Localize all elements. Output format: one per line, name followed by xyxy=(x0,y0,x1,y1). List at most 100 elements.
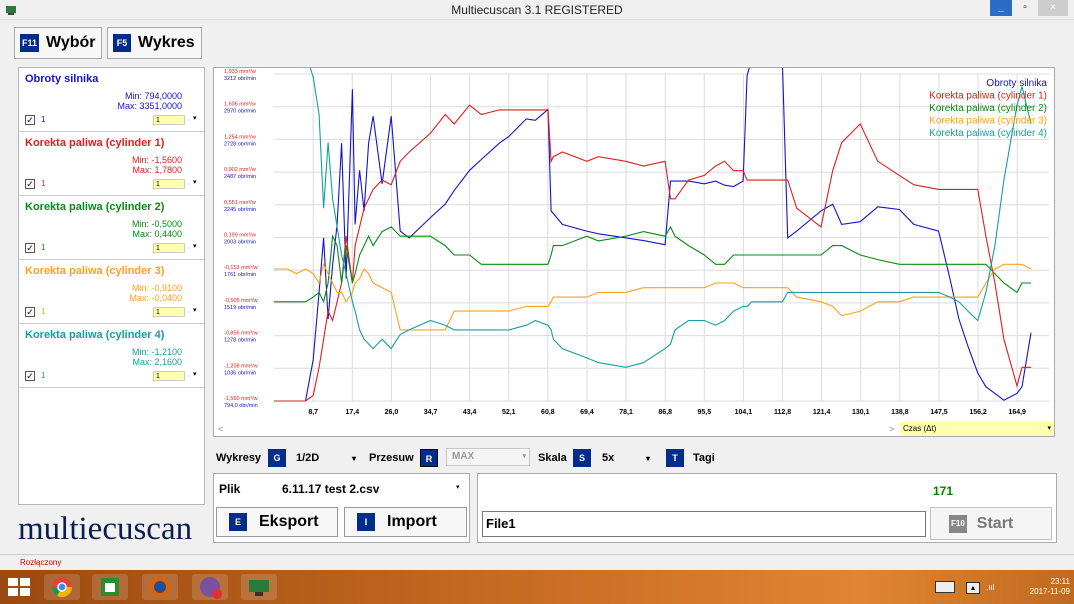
tray-expand-icon[interactable]: ▴ xyxy=(966,582,980,594)
chrome-icon[interactable] xyxy=(44,574,80,600)
parameter-checkbox[interactable]: ✓ xyxy=(25,371,35,381)
y-tick-label-fuel: -1,560 mm³/w xyxy=(224,396,258,402)
series-line xyxy=(309,68,1032,368)
x-tick-label: 26,0 xyxy=(385,409,399,416)
parameter-checkbox[interactable]: ✓ xyxy=(25,307,35,317)
tab-wykres[interactable]: F5 Wykres xyxy=(107,27,202,59)
parameter-row[interactable]: Korekta paliwa (cylinder 4) Min: -1,2100 M… xyxy=(19,324,204,388)
przesuw-select[interactable]: MAX ▾ xyxy=(446,448,530,466)
legend-entry: Korekta paliwa (cylinder 1) xyxy=(929,91,1047,102)
parameter-row[interactable]: Korekta paliwa (cylinder 3) Min: -0,9100 M… xyxy=(19,260,204,324)
przesuw-key-button[interactable]: R xyxy=(420,449,438,467)
parameter-scale-select[interactable]: 1 xyxy=(153,115,185,125)
wykresy-value[interactable]: 1/2D xyxy=(296,452,320,464)
parameter-scale-select[interactable]: 1 xyxy=(153,243,185,253)
parameter-scale-select[interactable]: 1 xyxy=(153,179,185,189)
status-bar: Rozłączony xyxy=(0,554,1074,570)
x-tick-label: 43,4 xyxy=(463,409,477,416)
x-tick-label: 112,8 xyxy=(774,409,791,416)
x-axis-select[interactable]: Czas (Δt) ▾ xyxy=(900,422,1054,436)
app-icon xyxy=(6,6,16,15)
y-tick-label-fuel: -1,208 mm³/w xyxy=(224,363,258,369)
wykresy-key-button[interactable]: G xyxy=(268,449,286,467)
start-label: Start xyxy=(976,514,1014,532)
multiecuscan-taskbar-icon[interactable] xyxy=(241,574,277,600)
scroll-right-arrow[interactable]: > xyxy=(889,424,895,434)
tab-wybor-label: Wybór xyxy=(46,34,96,51)
parameter-name: Korekta paliwa (cylinder 1) xyxy=(25,137,165,149)
skala-key-button[interactable]: S xyxy=(573,449,591,467)
import-label: Import xyxy=(387,513,437,530)
parameter-axis-number: 1 xyxy=(41,307,46,316)
series-line xyxy=(274,225,1031,304)
export-button[interactable]: E Eksport xyxy=(216,507,338,537)
chevron-down-icon[interactable]: ▾ xyxy=(193,243,197,250)
store-icon[interactable] xyxy=(92,574,128,600)
key-i-badge: I xyxy=(357,513,375,531)
parameter-row[interactable]: Obroty silnika Min: 794,0000 Max: 3351,000… xyxy=(19,68,204,132)
key-f10-badge: F10 xyxy=(949,514,967,533)
chevron-down-icon[interactable]: ▾ xyxy=(193,115,197,122)
tab-wybor[interactable]: F11 Wybór xyxy=(14,27,102,59)
chevron-down-icon[interactable]: ▾ xyxy=(193,179,197,186)
parameter-axis-number: 1 xyxy=(41,371,46,380)
przesuw-select-value: MAX xyxy=(452,451,475,462)
scroll-left-arrow[interactable]: < xyxy=(218,424,224,434)
y-tick-label-rpm: 2003 obr/min xyxy=(224,240,256,246)
skala-value[interactable]: 5x xyxy=(602,452,615,464)
parameter-checkbox[interactable]: ✓ xyxy=(25,243,35,253)
windows-start-icon[interactable] xyxy=(8,578,30,596)
maximize-button[interactable]: ▫ xyxy=(1023,2,1027,13)
x-tick-label: 17,4 xyxy=(345,409,359,416)
y-tick-label-fuel: 0,551 mm³/w xyxy=(224,200,256,206)
minimize-button[interactable]: _ xyxy=(990,0,1012,16)
x-tick-label: 86,8 xyxy=(658,409,672,416)
connection-status: Rozłączony xyxy=(20,558,62,567)
signal-icon[interactable]: .ııl xyxy=(986,583,995,592)
wykresy-label: Wykresy xyxy=(216,452,262,464)
title-bar: Multiecuscan 3.1 REGISTERED _ ▫ × xyxy=(0,0,1074,20)
series-line xyxy=(274,262,1032,331)
y-tick-label-rpm: 2970 obr/min xyxy=(224,109,256,115)
parameter-name: Obroty silnika xyxy=(25,73,99,85)
y-tick-label-fuel: 0,199 mm³/w xyxy=(224,233,256,239)
x-tick-label: 52,1 xyxy=(502,409,516,416)
skala-dropdown-icon[interactable]: ▾ xyxy=(646,453,651,463)
parameter-max: Max: 2,1600 xyxy=(132,357,182,367)
parameter-scale-select[interactable]: 1 xyxy=(153,307,185,317)
y-tick-label-rpm: 1519 obr/min xyxy=(224,305,256,311)
parameter-scale-select[interactable]: 1 xyxy=(153,371,185,381)
firefox-icon[interactable] xyxy=(142,574,178,600)
y-tick-label-fuel: -0,856 mm³/w xyxy=(224,331,258,337)
import-button[interactable]: I Import xyxy=(344,507,467,537)
tab-wykres-label: Wykres xyxy=(138,34,195,51)
parameter-list: Obroty silnika Min: 794,0000 Max: 3351,000… xyxy=(18,67,205,505)
parameter-checkbox[interactable]: ✓ xyxy=(25,115,35,125)
legend-entry: Korekta paliwa (cylinder 4) xyxy=(929,128,1047,139)
key-f5-badge: F5 xyxy=(113,34,131,52)
parameter-row[interactable]: Korekta paliwa (cylinder 1) Min: -1,5600 M… xyxy=(19,132,204,196)
chevron-down-icon[interactable]: ▾ xyxy=(456,484,460,491)
key-e-badge: E xyxy=(229,513,247,531)
chevron-down-icon[interactable]: ▾ xyxy=(193,371,197,378)
clock-date: 2017-11-09 xyxy=(1029,587,1070,596)
viber-icon[interactable] xyxy=(192,574,228,600)
parameter-min: Min: -0,5000 xyxy=(131,219,182,229)
clock[interactable]: 23:11 2017-11-09 xyxy=(1014,577,1070,597)
x-tick-label: 8,7 xyxy=(308,409,318,416)
parameter-row[interactable]: Korekta paliwa (cylinder 2) Min: -0,5000 M… xyxy=(19,196,204,260)
chevron-down-icon[interactable]: ▾ xyxy=(193,307,197,314)
y-tick-label-fuel: -0,505 mm³/w xyxy=(224,298,258,304)
plik-select[interactable]: 6.11.17 test 2.csv xyxy=(282,482,380,496)
tagi-key-button[interactable]: T xyxy=(666,449,684,467)
file-name-input[interactable]: File1 xyxy=(482,511,926,537)
start-button[interactable]: F10 Start xyxy=(930,507,1052,540)
keyboard-icon[interactable] xyxy=(935,581,955,593)
x-tick-label: 121,4 xyxy=(813,409,831,416)
parameter-checkbox[interactable]: ✓ xyxy=(25,179,35,189)
parameter-min: Min: -1,5600 xyxy=(131,155,182,165)
wykresy-dropdown-icon[interactable]: ▾ xyxy=(352,453,357,463)
x-tick-label: 69,4 xyxy=(580,409,594,416)
y-tick-label-rpm: 2245 obr/min xyxy=(224,207,256,213)
close-button[interactable]: × xyxy=(1038,0,1068,16)
